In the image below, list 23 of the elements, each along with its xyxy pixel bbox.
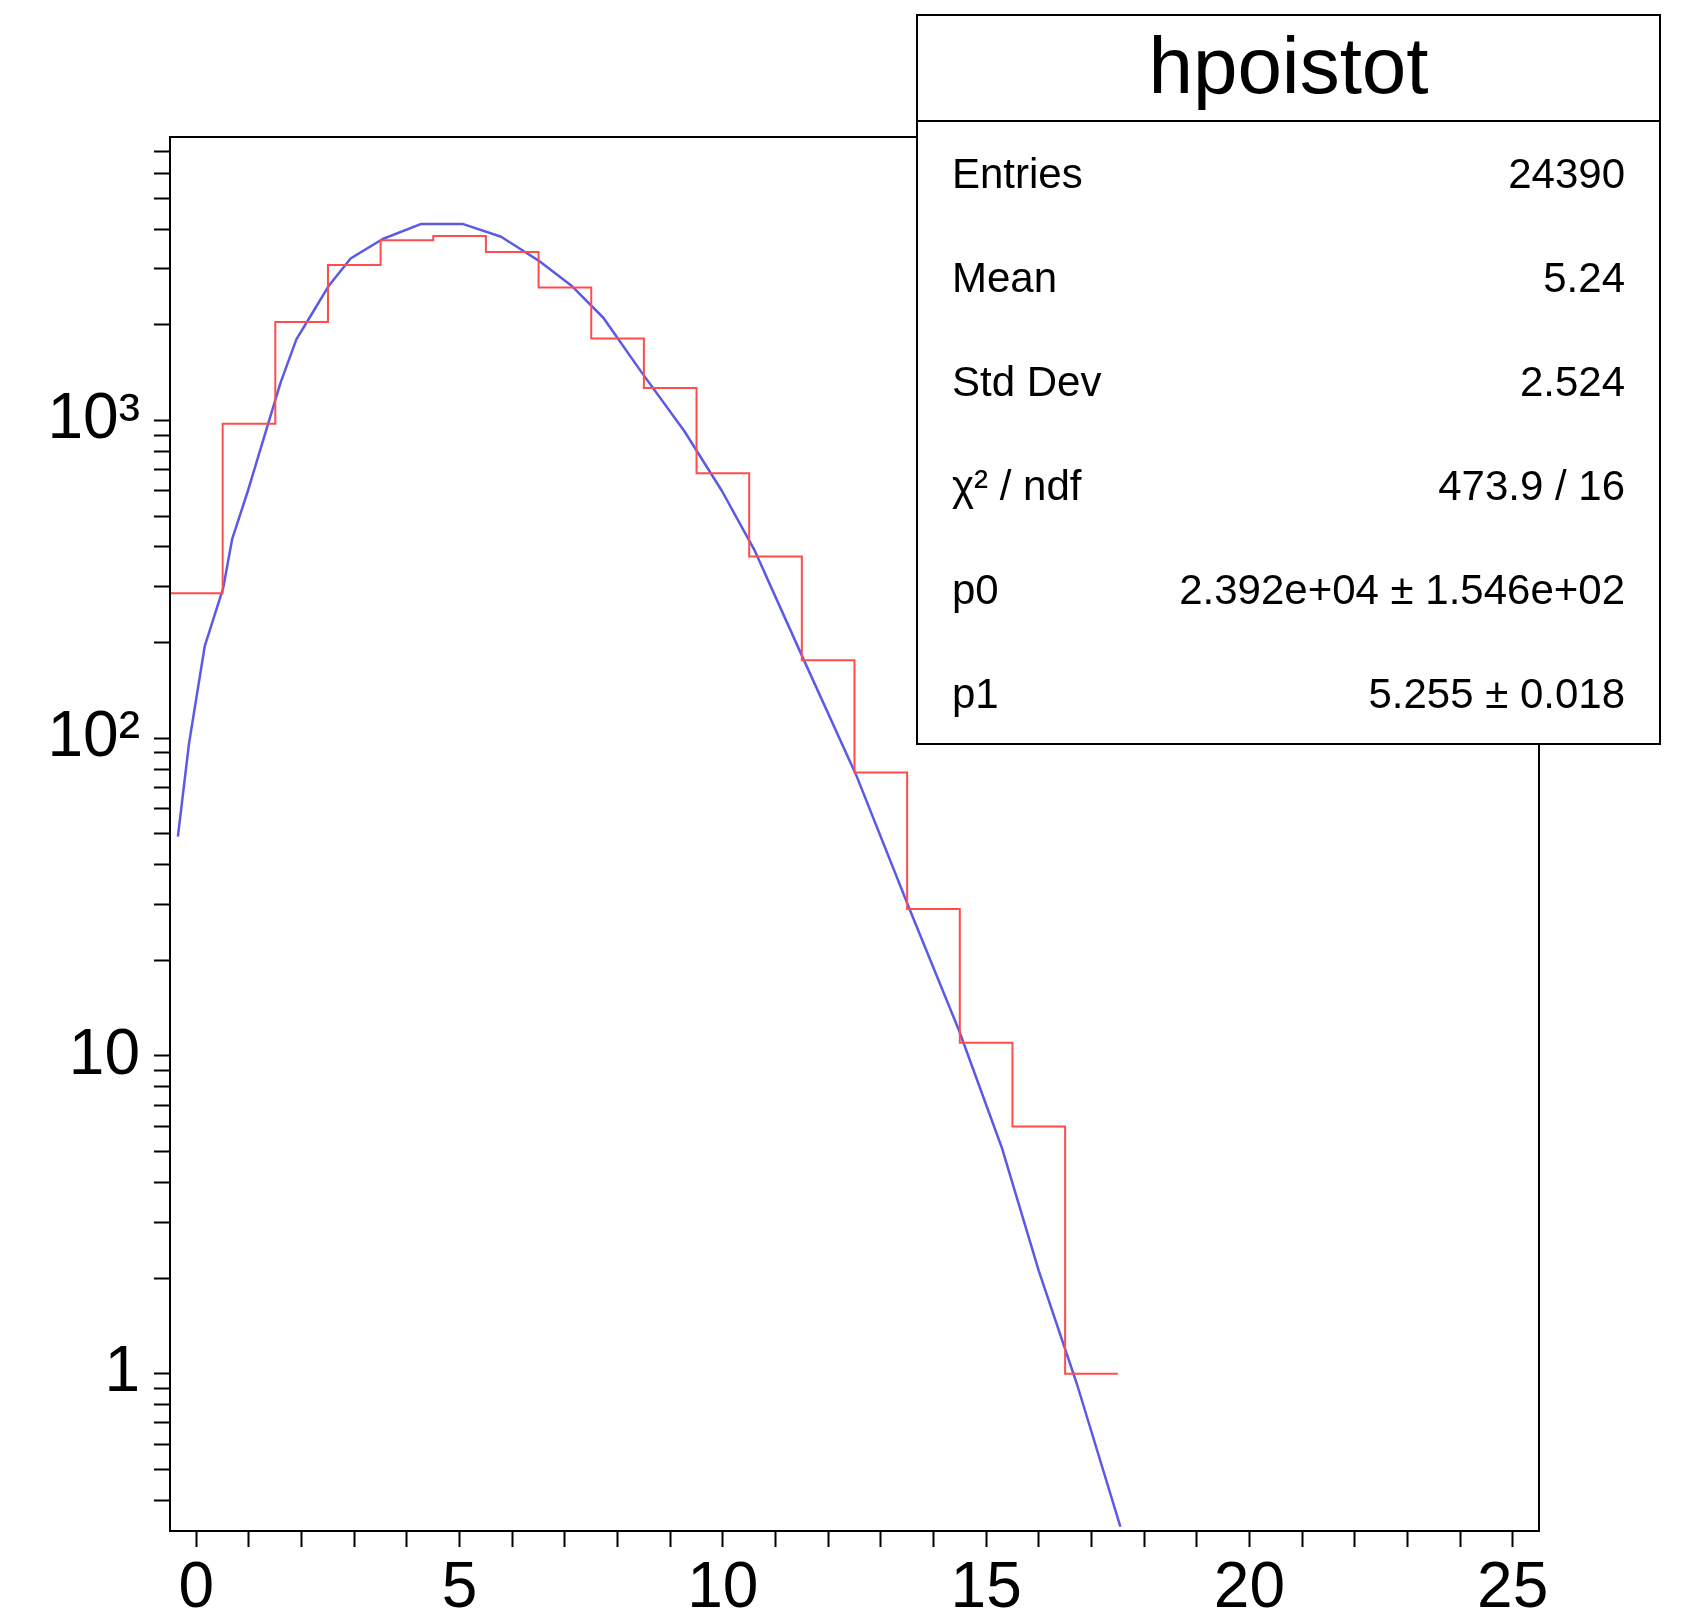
annotation: 5.255 ± 0.018 <box>1368 670 1625 718</box>
y-tick-label: 10² <box>47 697 140 770</box>
annotation: χ² / ndf <box>952 462 1082 510</box>
x-tick-label: 20 <box>1213 1549 1285 1622</box>
annotation: 2.524 <box>1519 358 1625 406</box>
annotation: Entries <box>952 150 1083 198</box>
annotation: p1 <box>952 670 999 718</box>
annotation: Std Dev <box>952 358 1102 406</box>
x-tick-label: 0 <box>178 1549 215 1622</box>
y-tick-label: 10 <box>68 1015 140 1088</box>
annotation: Mean <box>952 254 1058 302</box>
x-tick-label: 10 <box>687 1549 759 1622</box>
annotation: 473.9 / 16 <box>1438 462 1625 510</box>
text: 5.24 <box>1543 254 1625 302</box>
y-tick-label: 1 <box>104 1333 140 1406</box>
x-tick-label: 15 <box>950 1549 1022 1622</box>
annotation: 24390 <box>1508 150 1625 198</box>
y-tick-label: 10³ <box>47 380 140 453</box>
annotation: p0 <box>952 566 999 614</box>
annotation: 2.392e+04 ± 1.546e+02 <box>1179 566 1625 614</box>
text: hpoistot <box>918 16 1659 122</box>
x-tick-label: 5 <box>441 1549 478 1622</box>
x-tick-label: 25 <box>1477 1549 1549 1622</box>
